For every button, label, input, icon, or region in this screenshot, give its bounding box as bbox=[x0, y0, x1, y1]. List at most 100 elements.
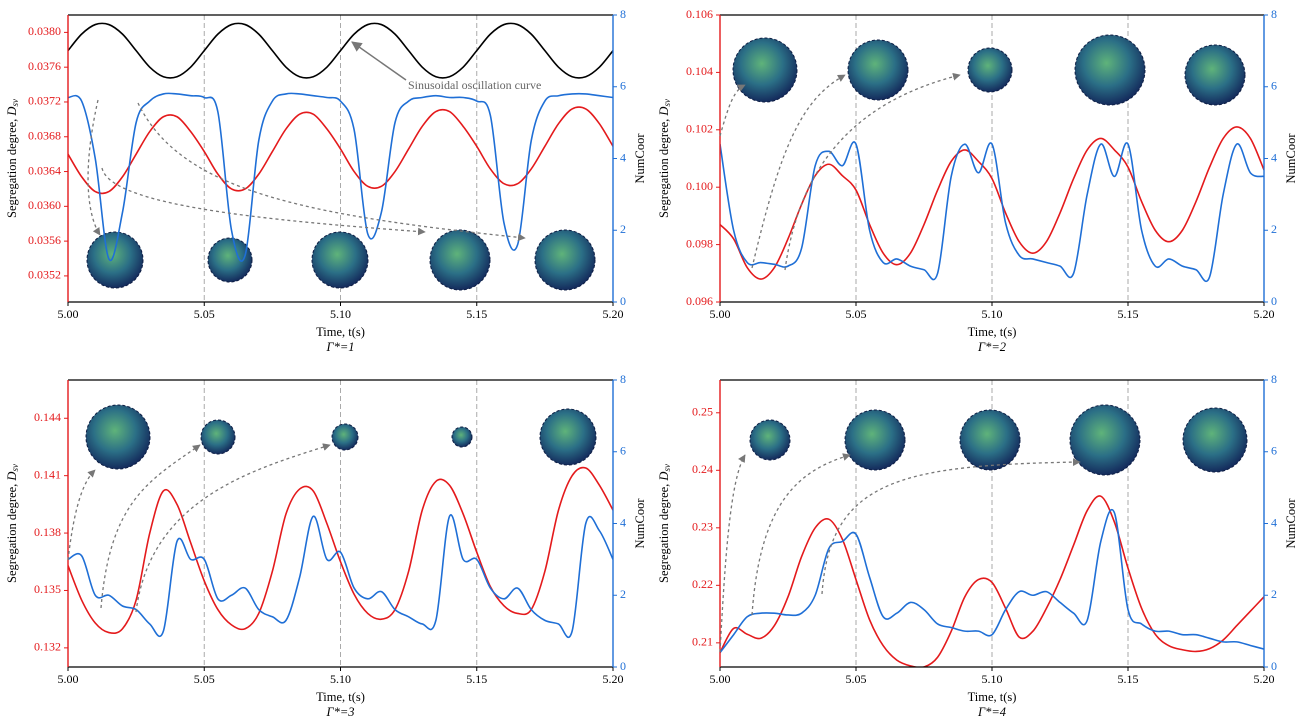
guide-arrow bbox=[751, 74, 846, 269]
cluster-snapshot bbox=[1074, 34, 1146, 106]
cluster-snapshot bbox=[451, 426, 473, 448]
y-tick-label: 0.0376 bbox=[28, 59, 61, 73]
y-tick-label: 0.098 bbox=[686, 236, 713, 250]
x-tick-label: 5.15 bbox=[466, 307, 487, 321]
caption: Γ*=3 bbox=[325, 705, 354, 719]
guide-arrow bbox=[135, 443, 331, 613]
y-tick-label: 0.21 bbox=[692, 635, 713, 649]
y2-tick-label: 6 bbox=[1271, 444, 1277, 458]
y-axis-label-symbol: D bbox=[657, 472, 671, 482]
series-line bbox=[68, 22, 613, 79]
x-tick-label: 5.20 bbox=[603, 672, 624, 686]
y-tick-label: 0.25 bbox=[692, 405, 713, 419]
y2-tick-label: 8 bbox=[620, 372, 626, 386]
y-tick-label: 0.132 bbox=[34, 640, 61, 654]
guide-arrow bbox=[821, 458, 1081, 595]
y-tick-label: 0.102 bbox=[686, 122, 713, 136]
y2-tick-label: 2 bbox=[620, 587, 626, 601]
y-axis-label-text: Segregation degree, bbox=[657, 481, 671, 583]
guide-arrow bbox=[751, 453, 851, 616]
x-axis-label: Time, t(s) bbox=[968, 325, 1017, 339]
y-axis-label-symbol: D bbox=[657, 107, 671, 117]
caption: Γ*=1 bbox=[325, 340, 354, 354]
y-axis-label-subscript: sv bbox=[10, 99, 20, 107]
x-tick-label: 5.05 bbox=[194, 307, 215, 321]
y-axis-label-subscript: sv bbox=[662, 99, 672, 107]
y2-tick-label: 0 bbox=[620, 294, 626, 308]
y-axis-label: Segregation degree, Dsv bbox=[5, 464, 20, 583]
y-tick-label: 0.141 bbox=[34, 467, 61, 481]
y-axis-label-text: Segregation degree, bbox=[5, 481, 19, 583]
cluster-snapshot bbox=[1184, 44, 1246, 106]
x-tick-label: 5.00 bbox=[58, 307, 79, 321]
panel: 5.00 5.05 5.10 5.15 5.20 0.132 0.135 0.138 0.141… bbox=[5, 372, 647, 719]
series-line bbox=[720, 509, 1264, 654]
guide-arrow bbox=[100, 444, 201, 609]
x-tick-label: 5.00 bbox=[710, 672, 731, 686]
cluster-snapshot bbox=[1182, 407, 1248, 473]
y-tick-label: 0.135 bbox=[34, 582, 61, 596]
cluster-snapshot bbox=[429, 229, 491, 291]
cluster-snapshot bbox=[207, 237, 253, 283]
x-tick-label: 5.20 bbox=[1254, 672, 1275, 686]
y-axis-label: Segregation degree, Dsv bbox=[657, 99, 672, 218]
y2-tick-label: 6 bbox=[620, 444, 626, 458]
cluster-snapshot bbox=[85, 404, 151, 470]
guide-arrow bbox=[101, 167, 426, 236]
y-axis-label-text: Segregation degree, bbox=[657, 116, 671, 218]
x-tick-label: 5.20 bbox=[1254, 307, 1275, 321]
cluster-snapshot bbox=[967, 47, 1013, 93]
y2-tick-label: 8 bbox=[620, 7, 626, 21]
y-axis-label: Segregation degree, Dsv bbox=[5, 99, 20, 218]
series-line bbox=[68, 106, 613, 195]
x-tick-label: 5.10 bbox=[982, 307, 1003, 321]
panel: 5.00 5.05 5.10 5.15 5.20 0.096 0.098 0.100 0.102… bbox=[657, 7, 1298, 354]
y-tick-label: 0.0372 bbox=[28, 94, 61, 108]
y-tick-label: 0.0364 bbox=[28, 163, 61, 177]
y2-tick-label: 0 bbox=[1271, 659, 1277, 673]
y-axis-label-subscript: sv bbox=[662, 464, 672, 472]
x-tick-label: 5.10 bbox=[330, 307, 351, 321]
x-tick-label: 5.05 bbox=[194, 672, 215, 686]
y2-axis-label: NumCoor bbox=[1284, 498, 1298, 549]
y-tick-label: 0.144 bbox=[34, 410, 61, 424]
annotation: Sinusoidal oscillation curve bbox=[408, 78, 541, 92]
x-axis-label: Time, t(s) bbox=[968, 690, 1017, 704]
y-axis-label-subscript: sv bbox=[10, 464, 20, 472]
y2-tick-label: 2 bbox=[1271, 222, 1277, 236]
y-axis-label-text: Segregation degree, bbox=[5, 116, 19, 218]
y-axis-label-symbol: D bbox=[5, 107, 19, 117]
y-tick-label: 0.106 bbox=[686, 7, 713, 21]
y-tick-label: 0.100 bbox=[686, 179, 713, 193]
y2-tick-label: 8 bbox=[1271, 7, 1277, 21]
x-tick-label: 5.05 bbox=[846, 672, 867, 686]
y-tick-label: 0.104 bbox=[686, 64, 713, 78]
guide-arrow bbox=[67, 469, 96, 561]
cluster-snapshot bbox=[311, 231, 369, 289]
x-tick-label: 5.00 bbox=[710, 307, 731, 321]
x-tick-label: 5.15 bbox=[1118, 307, 1139, 321]
y2-tick-label: 4 bbox=[1271, 515, 1277, 529]
y-tick-label: 0.24 bbox=[692, 462, 713, 476]
y-tick-label: 0.0356 bbox=[28, 233, 61, 247]
y-tick-label: 0.0352 bbox=[28, 268, 61, 282]
x-tick-label: 5.10 bbox=[330, 672, 351, 686]
caption: Γ*=2 bbox=[977, 340, 1006, 354]
y2-tick-label: 0 bbox=[620, 659, 626, 673]
cluster-snapshot bbox=[331, 423, 359, 451]
y2-axis-label: NumCoor bbox=[1284, 133, 1298, 184]
cluster-snapshot bbox=[539, 408, 597, 466]
y2-axis-label: NumCoor bbox=[633, 133, 647, 184]
cluster-snapshot bbox=[959, 409, 1021, 471]
y-tick-label: 0.0360 bbox=[28, 198, 61, 212]
x-axis-label: Time, t(s) bbox=[316, 325, 365, 339]
y2-tick-label: 8 bbox=[1271, 372, 1277, 386]
y2-axis-label: NumCoor bbox=[633, 498, 647, 549]
series-line bbox=[68, 466, 613, 634]
y2-tick-label: 6 bbox=[1271, 79, 1277, 93]
y2-tick-label: 2 bbox=[620, 222, 626, 236]
guide-arrow bbox=[137, 102, 526, 242]
cluster-snapshot bbox=[847, 39, 909, 101]
series-line bbox=[68, 514, 613, 639]
